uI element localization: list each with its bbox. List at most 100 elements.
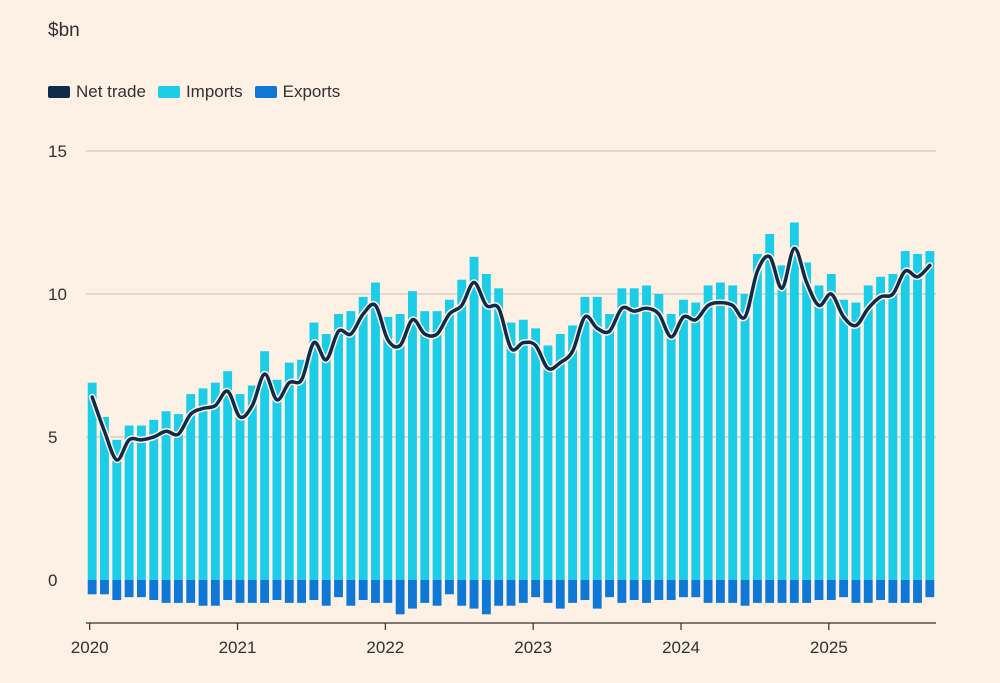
imports-bar [555, 334, 565, 580]
exports-bar [752, 580, 762, 603]
imports-bar [210, 382, 220, 580]
exports-bar [876, 580, 885, 601]
imports-bar [617, 288, 627, 580]
net-trade-line [90, 246, 932, 462]
imports-bar [900, 251, 910, 580]
imports-bar [173, 414, 183, 580]
exports-bar [789, 580, 799, 603]
imports-bar [691, 302, 701, 580]
imports-bar [642, 285, 651, 580]
imports-bar [629, 288, 639, 580]
imports-bar [740, 294, 750, 580]
exports-bar [777, 580, 787, 603]
imports-bar [703, 285, 713, 580]
imports-bar [654, 294, 664, 580]
imports-bar [137, 425, 146, 580]
imports-bar [186, 394, 196, 580]
imports-bar [334, 314, 343, 580]
exports-bar [383, 580, 393, 603]
x-tick-label-2023: 2023 [514, 638, 552, 657]
bars [87, 222, 935, 615]
exports-bar [568, 580, 578, 603]
exports-bar [297, 580, 307, 603]
exports-bar [309, 580, 319, 601]
imports-bar [592, 296, 602, 580]
exports-bar [826, 580, 836, 601]
exports-bar [87, 580, 97, 595]
imports-bar [444, 299, 454, 580]
exports-bar [100, 580, 109, 595]
imports-bar [543, 345, 553, 580]
imports-bar [124, 425, 134, 580]
x-tick-label-2024: 2024 [662, 638, 700, 657]
imports-bar [408, 291, 417, 580]
exports-bar [555, 580, 565, 609]
imports-bar [247, 385, 257, 580]
exports-bar [334, 580, 343, 598]
imports-bar [494, 288, 504, 580]
legend-label-net-trade: Net trade [76, 82, 146, 101]
imports-bar [149, 419, 159, 580]
exports-bar [531, 580, 541, 598]
x-tick-label-2022: 2022 [366, 638, 404, 657]
y-tick-label-5: 5 [48, 428, 57, 447]
imports-bar [851, 302, 861, 580]
x-tick-label-2025: 2025 [810, 638, 848, 657]
legend: Net trade Imports Exports [48, 82, 352, 102]
legend-item-imports: Imports [157, 82, 243, 102]
exports-bar [592, 580, 602, 609]
exports-bar [900, 580, 910, 603]
y-axis-unit-label: $bn [48, 20, 80, 41]
exports-bar [358, 580, 368, 601]
imports-bar [87, 382, 97, 580]
exports-bar [691, 580, 701, 598]
imports-bar [913, 253, 922, 580]
imports-bar [309, 322, 319, 580]
exports-bar [469, 580, 479, 609]
exports-bar [494, 580, 504, 606]
imports-bar [432, 311, 442, 580]
imports-bar [814, 285, 824, 580]
legend-swatch-exports [254, 86, 277, 98]
imports-bar [321, 334, 331, 580]
exports-bar [703, 580, 713, 603]
imports-bar [198, 388, 208, 580]
exports-bar [666, 580, 676, 601]
imports-bar [839, 299, 849, 580]
legend-swatch-imports [157, 86, 180, 98]
imports-bar [481, 273, 491, 580]
exports-bar [124, 580, 134, 598]
exports-bar [432, 580, 442, 606]
exports-bar [506, 580, 516, 606]
exports-bar [888, 580, 898, 603]
imports-bar [777, 265, 787, 580]
imports-bar [161, 411, 171, 580]
exports-bar [223, 580, 233, 601]
exports-bar [272, 580, 282, 601]
imports-bar [235, 394, 245, 580]
exports-bar [161, 580, 171, 603]
imports-bar [728, 285, 738, 580]
exports-bar [617, 580, 627, 603]
exports-bar [137, 580, 146, 598]
x-tick-label-2021: 2021 [219, 638, 257, 657]
imports-bar [802, 262, 812, 580]
exports-bar [444, 580, 454, 595]
exports-bar [173, 580, 183, 603]
imports-bar [715, 282, 725, 580]
exports-bar [112, 580, 122, 601]
y-tick-label-10: 10 [48, 285, 67, 304]
exports-bar [481, 580, 491, 615]
imports-bar [888, 273, 898, 580]
imports-bar [568, 325, 578, 580]
imports-bar [679, 299, 688, 580]
exports-bar [321, 580, 331, 606]
imports-bar [925, 251, 935, 580]
exports-bar [863, 580, 873, 603]
exports-bar [260, 580, 270, 603]
x-tick-label-2020: 2020 [71, 638, 109, 657]
exports-bar [235, 580, 245, 603]
imports-bar [420, 311, 430, 580]
imports-bar [531, 328, 541, 580]
imports-bar [789, 222, 799, 580]
